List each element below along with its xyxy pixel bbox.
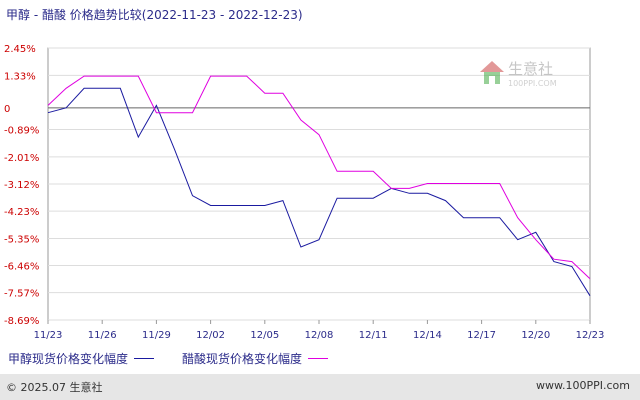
x-tick-label: 12/17 xyxy=(467,330,496,341)
x-tick-label: 12/14 xyxy=(413,330,442,341)
house-icon xyxy=(480,61,504,84)
x-tick-label: 11/26 xyxy=(88,330,117,341)
series-line-acetic-acid xyxy=(47,75,591,280)
x-tick-label: 12/23 xyxy=(576,330,605,341)
x-tick-label: 12/11 xyxy=(359,330,388,341)
y-tick-label: 1.33% xyxy=(4,71,36,82)
x-tick-label: 12/20 xyxy=(521,330,550,341)
y-tick-label: -3.12% xyxy=(4,180,39,191)
watermark-name: 生意社 xyxy=(508,60,553,78)
chart-title: 甲醇 - 醋酸 价格趋势比较(2022-11-23 - 2022-12-23) xyxy=(6,8,303,22)
x-tick-label: 11/23 xyxy=(34,330,63,341)
watermark-logo: 生意社 100PPI.COM xyxy=(478,56,578,94)
series-line-methanol xyxy=(47,87,591,297)
y-tick-label: -7.57% xyxy=(4,289,39,300)
x-tick-label: 12/02 xyxy=(196,330,225,341)
x-tick-label: 11/29 xyxy=(142,330,171,341)
y-tick-label: -5.35% xyxy=(4,234,39,245)
legend-item-methanol: 甲醇现货价格变化幅度 xyxy=(8,350,155,367)
x-tick-label: 12/08 xyxy=(305,330,334,341)
footer-site-link[interactable]: www.100PPI.com xyxy=(536,379,630,392)
legend-item-acetic-acid: 醋酸现货价格变化幅度 xyxy=(182,350,329,367)
legend-swatch-methanol xyxy=(134,358,155,359)
footer-bar xyxy=(0,374,640,400)
y-tick-label: -4.23% xyxy=(4,207,39,218)
legend-label-acetic-acid: 醋酸现货价格变化幅度 xyxy=(182,352,303,366)
y-tick-label: 0 xyxy=(4,104,10,115)
chart-legend: 甲醇现货价格变化幅度 醋酸现货价格变化幅度 xyxy=(8,350,356,367)
y-tick-label: -0.89% xyxy=(4,126,39,137)
y-tick-label: -6.46% xyxy=(4,262,39,273)
watermark-url: 100PPI.COM xyxy=(508,79,557,88)
legend-label-methanol: 甲醇现货价格变化幅度 xyxy=(8,352,129,366)
y-tick-label: -2.01% xyxy=(4,153,39,164)
footer-copyright: © 2025.07 生意社 xyxy=(6,381,103,394)
x-tick-label: 12/05 xyxy=(250,330,279,341)
legend-swatch-acetic-acid xyxy=(308,358,329,359)
y-tick-label: 2.45% xyxy=(4,44,36,55)
y-tick-label: -8.69% xyxy=(4,316,39,327)
